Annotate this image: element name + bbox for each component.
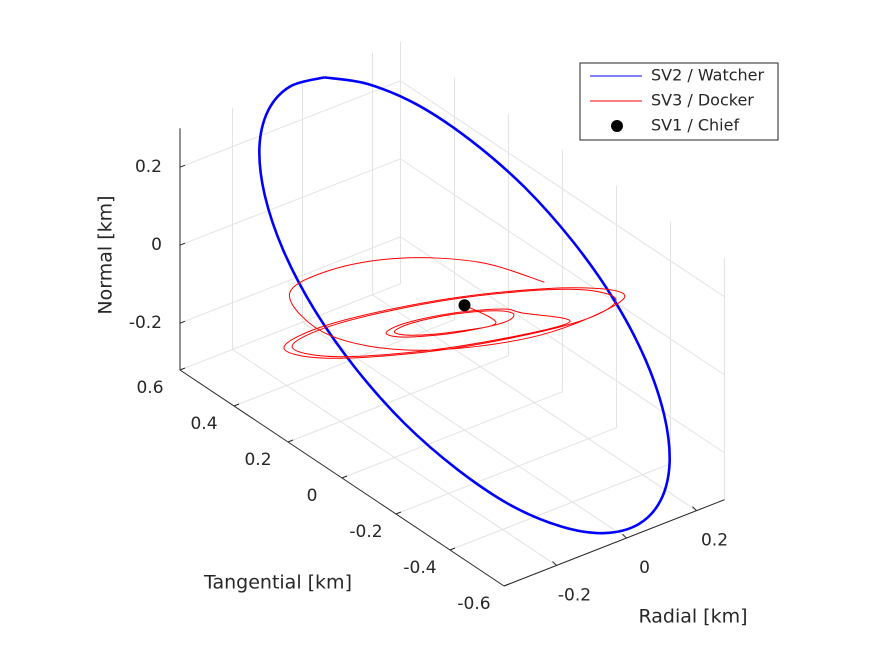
- grid-line: [233, 319, 455, 407]
- y-axis-label: Tangential [km]: [203, 572, 352, 594]
- legend-marker: [611, 120, 623, 132]
- grid-line: [449, 463, 671, 551]
- y-tick-label: 0: [307, 486, 318, 506]
- y-tick: [233, 403, 240, 407]
- legend: SV2 / Watcher SV3 / Docker SV1 / Chief: [579, 62, 779, 141]
- chief-marker: [458, 299, 471, 312]
- y-tick: [287, 439, 294, 443]
- y-tick-label: -0.2: [349, 522, 382, 542]
- y-tick-label: -0.6: [457, 594, 490, 614]
- x-axis: [503, 499, 725, 587]
- x-tick: [622, 533, 627, 539]
- grid-line: [400, 80, 725, 298]
- z-tick: [179, 164, 186, 168]
- trajectory: [258, 76, 671, 535]
- z-tick-label: -0.2: [129, 313, 162, 333]
- y-tick-label: 0.2: [244, 450, 271, 470]
- x-tick-label: -0.2: [558, 585, 591, 605]
- plot-area: [258, 76, 671, 535]
- legend-label: SV3 / Docker: [651, 91, 754, 110]
- z-tick-label: 0: [151, 235, 162, 255]
- y-tick-label: -0.4: [403, 558, 436, 578]
- y-tick-label: 0.6: [136, 378, 163, 398]
- x-tick-label: 0: [639, 558, 650, 578]
- y-tick: [341, 475, 348, 479]
- grid-line: [179, 236, 401, 324]
- legend-label: SV1 / Chief: [651, 116, 739, 135]
- grid-line: [179, 283, 401, 371]
- x-tick-label: 0.2: [701, 531, 728, 551]
- grid-line: [287, 355, 509, 443]
- z-axis-label: Normal [km]: [95, 195, 117, 314]
- z-tick-label: 0.2: [135, 157, 162, 177]
- y-tick: [179, 367, 186, 371]
- trajectory: [283, 257, 626, 359]
- grid-line: [179, 158, 401, 246]
- grid: [179, 41, 725, 587]
- axes: -0.2 0 0.2 -0.6 -0.4 -0.2 0 0.2 0.4 0.6 -0.2 0 0.2: [129, 128, 728, 614]
- grid-line: [395, 427, 617, 515]
- z-tick: [179, 242, 186, 246]
- y-tick: [503, 583, 510, 587]
- grid-line: [400, 236, 725, 454]
- legend-label: SV2 / Watcher: [651, 66, 765, 85]
- grid-line: [179, 80, 401, 168]
- x-axis-label: Radial [km]: [638, 606, 747, 628]
- z-tick: [179, 320, 186, 324]
- grid-line: [400, 158, 725, 376]
- y-tick-label: 0.4: [190, 414, 217, 434]
- grid-line: [341, 391, 563, 479]
- y-tick: [449, 547, 456, 551]
- x-tick: [692, 506, 697, 512]
- x-tick: [552, 561, 557, 566]
- y-tick: [395, 511, 402, 515]
